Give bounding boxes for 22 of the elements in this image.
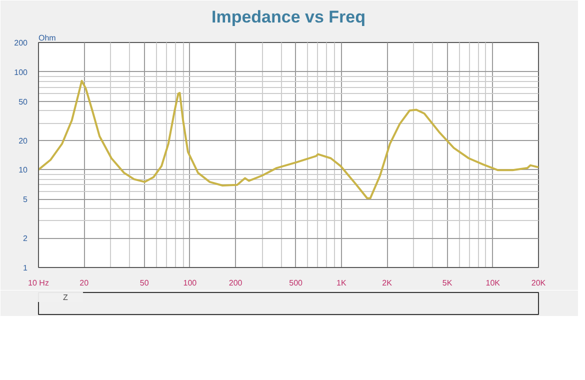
- x-tick-label: 500: [289, 278, 304, 288]
- x-tick-label: 100: [183, 278, 198, 288]
- x-tick-label: 5K: [442, 278, 453, 288]
- y-tick-label: 200: [14, 38, 28, 48]
- y-tick-label: 100: [14, 68, 28, 77]
- x-tick-label: 10 Hz: [28, 278, 49, 288]
- y-axis-title: Ohm: [38, 34, 56, 42]
- y-tick-label: 20: [18, 136, 28, 146]
- text: Z: [63, 292, 69, 302]
- x-tick-label: 2K: [382, 278, 393, 288]
- y-tick-label: 2: [23, 234, 28, 244]
- x-tick-label: 200: [228, 278, 243, 288]
- x-tick-label: 1K: [336, 278, 347, 288]
- x-tick-label: 20K: [531, 278, 546, 288]
- y-tick-label: 5: [23, 195, 28, 204]
- chart-title: Impedance vs Freq: [212, 8, 366, 26]
- x-tick-label: 20: [80, 278, 90, 288]
- y-tick-label: 10: [18, 166, 28, 175]
- y-tick-label: 1: [23, 264, 28, 272]
- x-tick-label: 50: [140, 278, 150, 288]
- y-tick-label: 50: [18, 97, 28, 106]
- x-tick-label: 10K: [486, 278, 501, 288]
